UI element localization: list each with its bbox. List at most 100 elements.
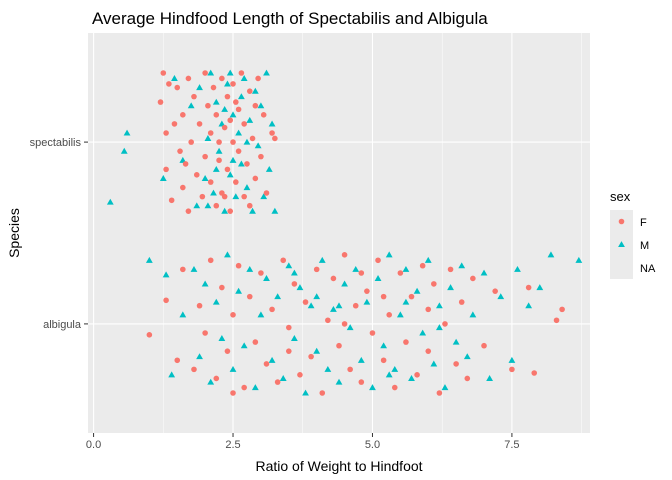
data-point-m	[221, 105, 229, 112]
data-point-f	[442, 321, 448, 327]
data-point-f	[492, 288, 498, 294]
data-point-m	[171, 75, 178, 82]
data-point-m	[268, 356, 276, 363]
data-point-f	[269, 130, 275, 136]
data-point-m	[243, 184, 251, 191]
data-point-f	[191, 366, 197, 373]
data-point-f	[403, 339, 409, 345]
data-point-m	[224, 80, 231, 87]
data-point-f	[219, 75, 225, 82]
data-point-m	[486, 375, 493, 382]
data-point-m	[120, 147, 128, 154]
data-point-f	[291, 281, 298, 287]
data-point-f	[559, 306, 565, 313]
data-point-m	[221, 207, 229, 214]
data-point-f	[286, 324, 292, 331]
data-point-f	[252, 102, 259, 109]
legend-marker-f	[618, 218, 625, 225]
data-point-f	[188, 139, 194, 145]
data-point-m	[324, 365, 332, 372]
data-point-f	[202, 153, 208, 160]
data-point-f	[419, 262, 426, 269]
data-point-f	[458, 299, 465, 305]
data-point-f	[235, 148, 242, 154]
data-point-f	[553, 317, 560, 324]
data-point-f	[174, 357, 181, 364]
data-point-f	[380, 357, 387, 364]
data-point-f	[308, 353, 314, 360]
data-point-m	[159, 175, 167, 182]
data-point-m	[413, 287, 421, 294]
data-point-m	[514, 265, 521, 272]
data-point-m	[408, 375, 415, 382]
data-point-f	[260, 112, 267, 118]
data-point-f	[168, 197, 175, 204]
data-point-m	[179, 311, 187, 318]
data-point-m	[525, 302, 533, 309]
data-point-f	[213, 202, 220, 209]
data-point-m	[246, 116, 254, 123]
data-point-m	[265, 165, 273, 172]
data-point-f	[182, 161, 189, 167]
data-point-f	[425, 306, 432, 313]
data-point-m	[224, 251, 231, 258]
data-point-m	[346, 324, 354, 331]
data-point-f	[174, 84, 181, 91]
data-point-m	[226, 171, 234, 178]
data-point-m	[441, 384, 449, 391]
data-point-m	[257, 311, 265, 318]
data-point-m	[196, 353, 203, 360]
data-point-f	[146, 332, 153, 338]
data-point-f	[221, 193, 228, 200]
data-point-m	[235, 129, 242, 136]
data-point-f	[369, 330, 376, 336]
data-point-m	[207, 69, 215, 76]
data-point-f	[241, 384, 247, 391]
data-point-f	[297, 372, 303, 378]
data-point-f	[319, 390, 326, 396]
data-point-f	[191, 93, 197, 100]
data-point-f	[336, 342, 342, 349]
legend-entries: FM NA	[610, 210, 656, 279]
data-point-m	[240, 75, 248, 82]
data-point-f	[263, 361, 270, 367]
data-point-f	[436, 390, 443, 396]
data-point-m	[402, 298, 410, 305]
data-point-m	[106, 198, 114, 205]
data-point-f	[196, 121, 203, 127]
data-point-m	[237, 93, 245, 100]
data-point-f	[453, 361, 459, 367]
data-point-m	[335, 378, 343, 385]
data-point-m	[480, 269, 488, 276]
x-axis-ticks: 0.0 2.5 5.0 7.5	[86, 433, 520, 451]
data-point-f	[464, 375, 471, 382]
data-point-f	[380, 293, 387, 300]
data-point-m	[536, 284, 544, 291]
data-point-m	[369, 384, 376, 391]
data-point-m	[201, 175, 209, 182]
x-tick-label: 7.5	[504, 439, 519, 451]
data-point-m	[246, 265, 254, 272]
data-point-m	[402, 265, 410, 272]
data-point-m	[380, 342, 388, 349]
data-point-f	[166, 81, 172, 87]
data-point-f	[177, 148, 183, 154]
data-point-f	[286, 348, 292, 354]
data-point-m	[218, 335, 226, 342]
data-point-f	[255, 75, 261, 82]
data-point-m	[204, 202, 212, 209]
chart-title: Average Hindfood Length of Spectabilis a…	[92, 9, 488, 28]
data-point-f	[213, 375, 220, 382]
data-point-f	[224, 93, 231, 100]
data-point-m	[168, 371, 176, 378]
data-point-f	[230, 81, 236, 87]
data-point-f	[163, 166, 169, 173]
data-point-f	[249, 135, 256, 142]
data-point-f	[241, 193, 247, 200]
data-point-m	[335, 302, 343, 309]
data-point-m	[436, 302, 443, 309]
data-point-m	[207, 378, 215, 385]
data-point-f	[233, 179, 239, 185]
data-point-f	[193, 172, 200, 178]
